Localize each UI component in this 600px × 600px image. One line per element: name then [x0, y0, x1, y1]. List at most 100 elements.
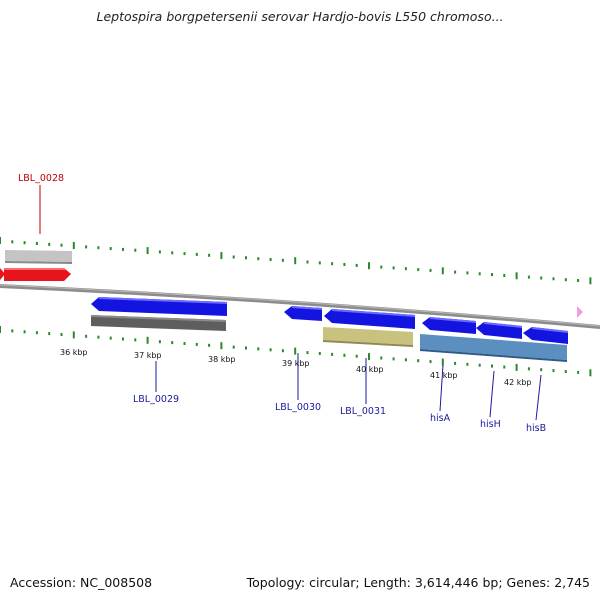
- tick-mark-bottom: [134, 338, 137, 342]
- tick-mark-bottom: [318, 352, 321, 355]
- accession-text: Accession: NC_008508: [10, 575, 153, 590]
- kbp-label: 38 kbp: [208, 355, 236, 364]
- tick-mark-top: [343, 263, 346, 266]
- tick-mark-bottom: [48, 332, 51, 336]
- tick-mark-top: [577, 279, 580, 282]
- tick-mark-bottom: [0, 326, 1, 333]
- gene-arrow-lbl-0028[interactable]: [4, 268, 71, 281]
- gene-arrow-partial-left[interactable]: [0, 268, 5, 280]
- tick-mark-top: [245, 256, 247, 260]
- tick-mark-top: [122, 247, 124, 251]
- tick-mark-bottom: [466, 362, 469, 366]
- tick-mark-bottom: [146, 336, 149, 344]
- cds-bar-lbl-0029[interactable]: [91, 315, 226, 331]
- tick-mark-top: [220, 252, 223, 260]
- tick-mark-bottom: [380, 356, 383, 360]
- tick-mark-bottom: [404, 358, 407, 362]
- gene-label-hish[interactable]: hisH: [480, 419, 501, 430]
- cds-bar-lbl-0031[interactable]: [323, 327, 413, 347]
- tick-mark-top: [208, 253, 211, 257]
- tick-mark-bottom: [85, 334, 88, 338]
- tick-mark-top: [503, 274, 506, 277]
- tick-mark-bottom: [245, 346, 247, 350]
- tick-mark-top: [368, 262, 370, 270]
- gene-arrow-lbl-0031[interactable]: [324, 309, 415, 329]
- tick-mark-top: [72, 242, 75, 249]
- tick-mark-bottom: [429, 360, 432, 364]
- leader-line-hish: [489, 370, 495, 418]
- tick-mark-bottom: [220, 342, 223, 350]
- leader-line-hisb: [535, 374, 542, 421]
- tick-mark-top: [552, 277, 555, 281]
- gene-arrow-partial-right[interactable]: [577, 306, 583, 318]
- tick-mark-top: [281, 258, 284, 262]
- tick-mark-bottom: [158, 340, 161, 344]
- tick-mark-bottom: [11, 329, 14, 333]
- gene-arrow-hisb[interactable]: [523, 327, 568, 344]
- tick-mark-bottom: [306, 351, 309, 355]
- tick-mark-bottom: [564, 370, 567, 373]
- tick-mark-bottom: [417, 359, 420, 363]
- tick-mark-bottom: [109, 336, 112, 340]
- tick-mark-bottom: [454, 361, 457, 365]
- tick-mark-top: [404, 267, 407, 271]
- tick-mark-top: [134, 248, 137, 252]
- tick-mark-bottom: [208, 343, 211, 347]
- tick-mark-top: [11, 240, 14, 244]
- tick-mark-bottom: [171, 341, 174, 345]
- tick-mark-top: [183, 252, 186, 256]
- tick-mark-bottom: [368, 353, 370, 361]
- tick-mark-bottom: [35, 331, 38, 335]
- tick-row-top: [0, 237, 592, 285]
- tick-mark-bottom: [540, 368, 543, 372]
- gene-label-lbl-0029[interactable]: LBL_0029: [133, 394, 179, 405]
- gene-arrow-lbl-0029[interactable]: [91, 297, 227, 316]
- genome-backbone-highlight: [0, 284, 600, 327]
- tick-mark-bottom: [478, 363, 481, 367]
- tick-mark-bottom: [589, 369, 592, 377]
- gene-label-lbl-0028[interactable]: LBL_0028: [18, 173, 64, 184]
- tick-mark-top: [48, 242, 51, 246]
- tick-mark-top: [269, 258, 272, 261]
- cds-bar-lbl-0028[interactable]: [5, 250, 72, 264]
- tick-row-bottom: [0, 326, 592, 377]
- tick-mark-bottom: [269, 348, 272, 352]
- tick-mark-bottom: [355, 354, 358, 358]
- tick-mark-bottom: [577, 370, 580, 374]
- tick-mark-top: [306, 260, 309, 264]
- gene-label-hisa[interactable]: hisA: [430, 413, 451, 424]
- tick-mark-top: [392, 266, 395, 270]
- tick-mark-bottom: [195, 342, 198, 346]
- gene-label-hisb[interactable]: hisB: [526, 423, 546, 434]
- kbp-label: 39 kbp: [282, 359, 310, 368]
- tick-mark-top: [429, 268, 432, 272]
- tick-mark-top: [491, 273, 493, 277]
- tick-mark-top: [466, 271, 469, 275]
- tick-mark-top: [257, 257, 260, 261]
- tick-mark-top: [97, 246, 100, 250]
- gene-label-lbl-0030[interactable]: LBL_0030: [275, 402, 321, 413]
- cds-bar-his-operon[interactable]: [420, 334, 567, 362]
- tick-mark-bottom: [294, 347, 297, 355]
- gene-arrow-hish[interactable]: [476, 322, 522, 339]
- gene-arrow-hisa[interactable]: [422, 317, 476, 334]
- gene-label-lbl-0031[interactable]: LBL_0031: [340, 406, 386, 417]
- gene-arrow-lbl-0030[interactable]: [284, 306, 322, 321]
- tick-mark-top: [589, 277, 592, 285]
- tick-mark-top: [331, 262, 334, 266]
- map-title: Leptospira borgpetersenii serovar Hardjo…: [96, 9, 504, 24]
- tick-mark-bottom: [281, 349, 284, 353]
- kbp-label: 41 kbp: [430, 371, 458, 380]
- tick-mark-top: [441, 267, 444, 275]
- genome-backbone: [0, 284, 600, 329]
- tick-mark-top: [355, 263, 358, 267]
- tick-mark-top: [35, 242, 38, 245]
- tick-mark-top: [380, 265, 383, 269]
- tick-mark-top: [232, 255, 235, 259]
- kbp-label: 40 kbp: [356, 365, 384, 374]
- tick-mark-bottom: [527, 367, 530, 371]
- tick-mark-top: [478, 272, 481, 276]
- tick-mark-top: [60, 243, 63, 247]
- kbp-label: 37 kbp: [134, 351, 162, 360]
- tick-mark-top: [454, 270, 457, 274]
